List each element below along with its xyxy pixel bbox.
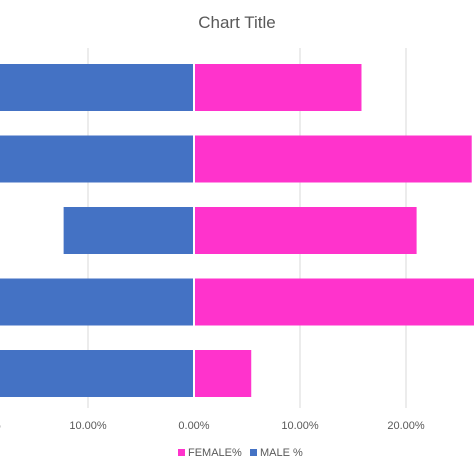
bar-female-4 xyxy=(194,278,474,326)
bars xyxy=(0,64,474,397)
chart-title: Chart Title xyxy=(198,13,276,32)
legend-male-swatch xyxy=(250,449,257,456)
x-tick-label-4: 20.00% xyxy=(387,420,425,432)
legend-female[interactable]: FEMALE% xyxy=(178,447,242,459)
x-tick-label-2: 0.00% xyxy=(178,420,209,432)
bar-female-2 xyxy=(194,135,472,183)
x-tick-label-1: 10.00% xyxy=(69,420,107,432)
bar-male-2 xyxy=(0,135,195,183)
bar-male-1 xyxy=(0,64,195,111)
legend-female-label: FEMALE% xyxy=(188,447,242,459)
legend-male[interactable]: MALE % xyxy=(250,447,303,459)
bar-male-4 xyxy=(0,278,195,326)
x-tick-label-0: 20.00% xyxy=(0,420,1,432)
axis: 20.00% 10.00% 0.00% 10.00% 20.00% xyxy=(0,48,425,432)
legend-male-label: MALE % xyxy=(260,447,303,459)
legend-female-swatch xyxy=(178,449,185,456)
bar-female-3 xyxy=(194,207,417,254)
x-tick-label-3: 10.00% xyxy=(281,420,319,432)
bar-male-5 xyxy=(0,350,195,397)
bar-female-5 xyxy=(194,350,252,397)
legend[interactable]: FEMALE% MALE % xyxy=(178,447,303,459)
bar-female-1 xyxy=(194,64,362,111)
bar-male-3 xyxy=(63,207,195,254)
